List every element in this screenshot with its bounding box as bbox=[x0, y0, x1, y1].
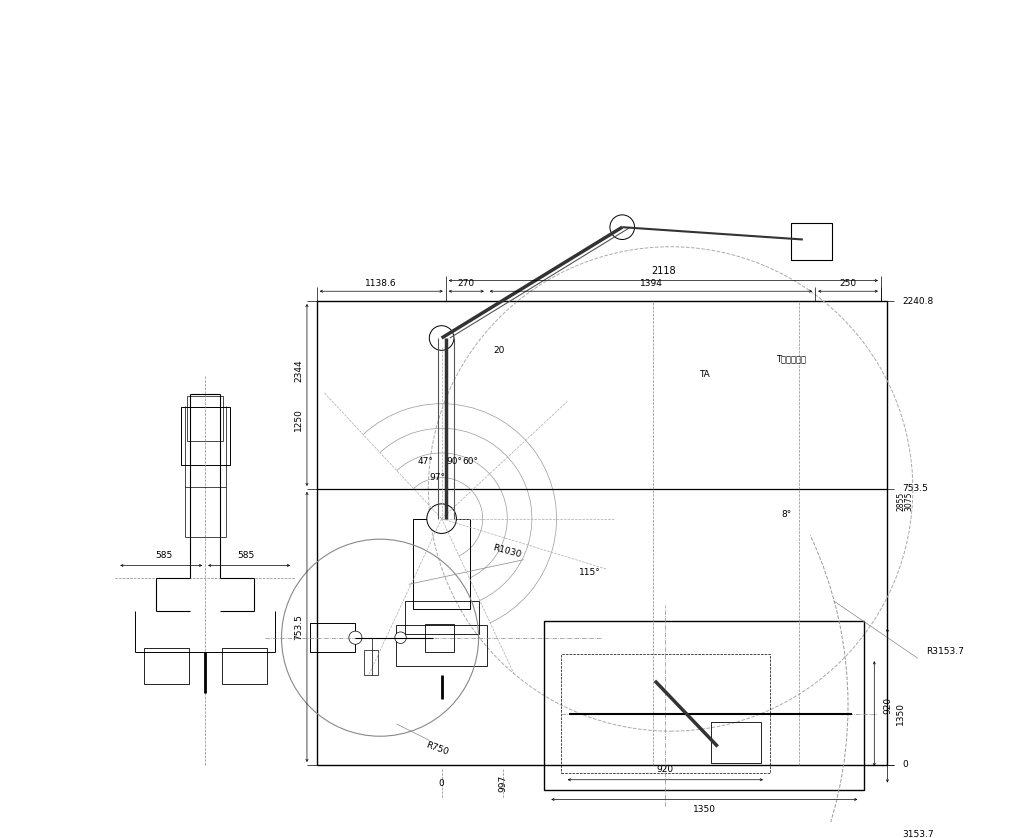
Text: 90°: 90° bbox=[446, 457, 462, 466]
Text: 1250: 1250 bbox=[294, 408, 303, 431]
Text: 3153.7: 3153.7 bbox=[902, 830, 934, 838]
Bar bbox=[364, 650, 378, 675]
Text: 997: 997 bbox=[499, 774, 507, 792]
Bar bbox=[187, 396, 223, 442]
Text: 47°: 47° bbox=[418, 457, 433, 466]
Circle shape bbox=[427, 504, 457, 534]
Bar bbox=[180, 407, 230, 464]
Text: 0: 0 bbox=[439, 779, 444, 788]
Bar bbox=[544, 621, 864, 789]
Text: 250: 250 bbox=[839, 278, 857, 287]
Bar bbox=[711, 722, 761, 763]
Text: 270: 270 bbox=[458, 278, 475, 287]
Text: 2240.8: 2240.8 bbox=[902, 297, 933, 306]
Bar bbox=[310, 623, 356, 652]
Text: 1138.6: 1138.6 bbox=[365, 278, 397, 287]
Text: 585: 585 bbox=[237, 551, 255, 560]
Text: 920: 920 bbox=[657, 765, 674, 774]
Bar bbox=[425, 623, 454, 653]
Text: 1394: 1394 bbox=[639, 278, 662, 287]
Bar bbox=[222, 648, 267, 685]
Text: R3153.7: R3153.7 bbox=[926, 647, 964, 656]
Text: R750: R750 bbox=[425, 740, 451, 757]
Text: 1350: 1350 bbox=[693, 804, 716, 814]
Text: 3075: 3075 bbox=[904, 492, 913, 511]
Bar bbox=[561, 654, 770, 773]
Bar bbox=[412, 519, 470, 609]
Text: 753.5: 753.5 bbox=[902, 484, 928, 494]
Bar bbox=[791, 223, 832, 260]
Text: 2855: 2855 bbox=[897, 492, 905, 511]
Circle shape bbox=[395, 632, 406, 644]
Bar bbox=[397, 625, 487, 666]
Text: 115°: 115° bbox=[578, 567, 600, 577]
Text: 753.5: 753.5 bbox=[294, 614, 303, 640]
Text: 97°: 97° bbox=[430, 473, 445, 482]
Text: 2118: 2118 bbox=[651, 266, 675, 276]
Bar bbox=[317, 301, 888, 765]
Bar bbox=[143, 648, 189, 685]
Bar bbox=[404, 601, 478, 634]
Text: 2344: 2344 bbox=[294, 359, 303, 381]
Text: 20: 20 bbox=[494, 346, 505, 354]
Text: 60°: 60° bbox=[462, 457, 478, 466]
Text: T点运动范围: T点运动范围 bbox=[775, 354, 805, 363]
Text: 8°: 8° bbox=[781, 510, 792, 519]
Circle shape bbox=[429, 326, 454, 350]
Text: 1350: 1350 bbox=[896, 702, 905, 725]
Text: R1030: R1030 bbox=[492, 543, 523, 560]
Text: 920: 920 bbox=[883, 697, 892, 714]
Text: 585: 585 bbox=[156, 551, 173, 560]
Circle shape bbox=[610, 215, 634, 240]
Text: TA: TA bbox=[699, 370, 709, 380]
Text: 0: 0 bbox=[902, 760, 908, 769]
Circle shape bbox=[348, 631, 362, 644]
